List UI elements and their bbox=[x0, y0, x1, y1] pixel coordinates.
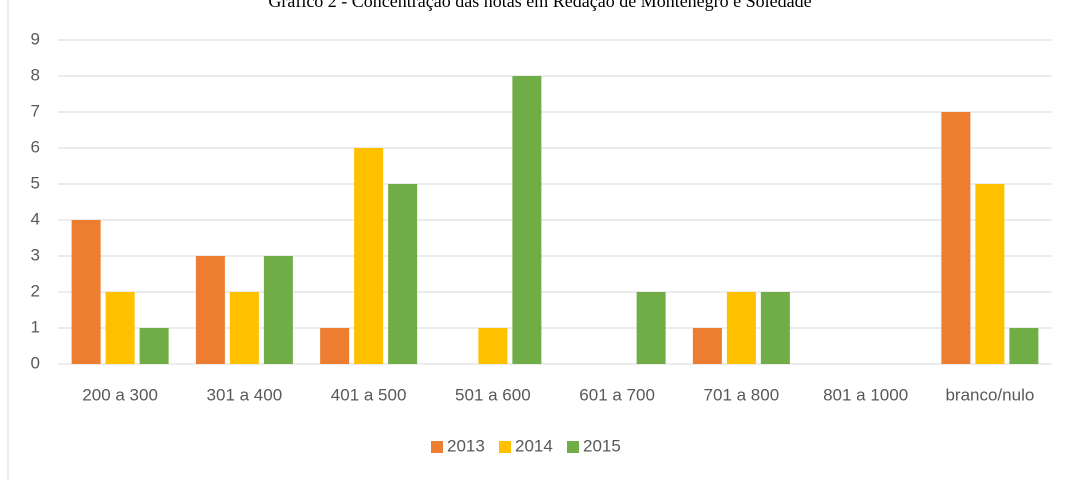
legend-swatch bbox=[567, 441, 579, 453]
bar bbox=[388, 184, 418, 364]
legend-label: 2015 bbox=[583, 436, 621, 455]
bar bbox=[1009, 328, 1039, 364]
x-tick-label: 801 a 1000 bbox=[823, 385, 908, 404]
y-tick-label: 8 bbox=[31, 65, 40, 84]
x-tick-label: branco/nulo bbox=[945, 385, 1034, 404]
x-tick-label: 701 a 800 bbox=[704, 385, 780, 404]
y-tick-label: 0 bbox=[31, 353, 40, 372]
chart-title: Gráfico 2 - Concentração das notas em Re… bbox=[268, 0, 811, 11]
bar bbox=[760, 292, 790, 364]
bar bbox=[975, 184, 1005, 364]
x-tick-label: 401 a 500 bbox=[331, 385, 407, 404]
legend-swatch bbox=[431, 441, 443, 453]
y-tick-label: 3 bbox=[31, 245, 40, 264]
bar bbox=[512, 76, 542, 364]
bar bbox=[726, 292, 756, 364]
x-tick-label: 301 a 400 bbox=[207, 385, 283, 404]
x-tick-label: 601 a 700 bbox=[579, 385, 655, 404]
bar bbox=[139, 328, 169, 364]
y-tick-label: 6 bbox=[31, 137, 40, 156]
chart-frame bbox=[7, 0, 9, 479]
bar bbox=[941, 112, 971, 364]
bar bbox=[692, 328, 722, 364]
bar bbox=[636, 292, 666, 364]
y-tick-label: 1 bbox=[31, 317, 40, 336]
bar bbox=[71, 220, 101, 364]
y-tick-label: 4 bbox=[31, 209, 40, 228]
bar bbox=[478, 328, 508, 364]
x-tick-label: 501 a 600 bbox=[455, 385, 531, 404]
bar bbox=[195, 256, 225, 364]
y-tick-label: 5 bbox=[31, 173, 40, 192]
legend-label: 2014 bbox=[515, 436, 553, 455]
bar bbox=[354, 148, 384, 364]
y-tick-label: 7 bbox=[31, 101, 40, 120]
bar bbox=[263, 256, 293, 364]
legend-swatch bbox=[499, 441, 511, 453]
x-tick-label: 200 a 300 bbox=[82, 385, 158, 404]
y-tick-label: 2 bbox=[31, 281, 40, 300]
legend-label: 2013 bbox=[447, 436, 485, 455]
bar bbox=[105, 292, 135, 364]
y-tick-label: 9 bbox=[31, 29, 40, 48]
bar bbox=[229, 292, 259, 364]
bar bbox=[320, 328, 350, 364]
